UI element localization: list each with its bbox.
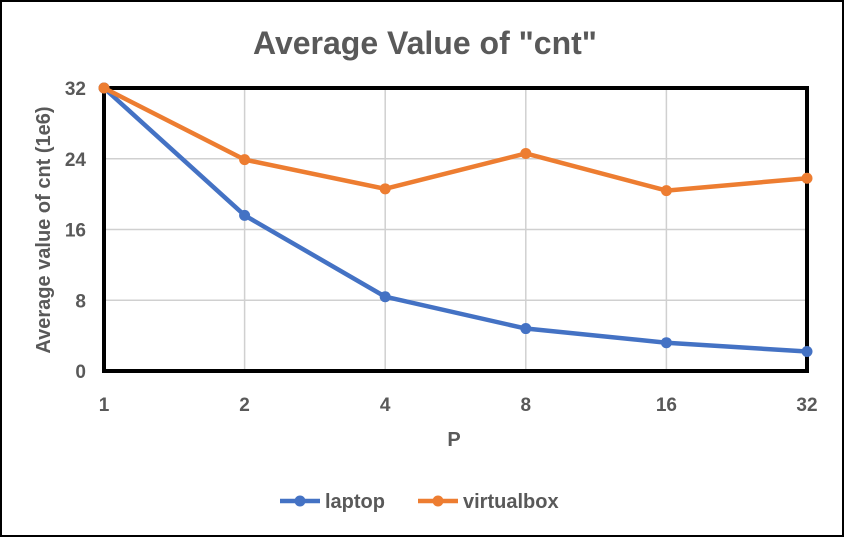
data-point-laptop: [801, 346, 813, 358]
x-tick-label: 16: [656, 395, 677, 416]
legend-marker-laptop: [294, 495, 306, 507]
series-line-laptop: [101, 85, 810, 354]
legend-label-laptop: laptop: [325, 491, 385, 513]
data-point-laptop: [239, 209, 251, 221]
legend: laptop virtualbox: [280, 491, 559, 513]
data-point-laptop: [379, 291, 391, 303]
y-axis-label: Average value of cnt (1e6): [33, 106, 55, 353]
data-point-virtualbox: [239, 154, 251, 166]
data-point-virtualbox: [520, 147, 532, 159]
legend-label-virtualbox: virtualbox: [463, 491, 559, 513]
data-point-virtualbox: [379, 183, 391, 195]
x-tick-label: 32: [796, 395, 817, 416]
y-tick-label: 24: [65, 150, 87, 171]
x-tick-label: 8: [521, 395, 532, 416]
series-line-virtualbox: [101, 85, 810, 193]
y-axis-ticks: 0 8 16 24 32: [65, 79, 87, 383]
chart-title: Average Value of "cnt": [253, 25, 597, 61]
y-tick-label: 8: [75, 291, 86, 312]
x-axis-label: P: [447, 429, 460, 451]
legend-marker-virtualbox: [432, 495, 444, 507]
data-point-laptop: [660, 337, 672, 349]
x-tick-label: 1: [99, 395, 110, 416]
gridlines: [103, 87, 808, 372]
data-point-virtualbox: [660, 185, 672, 197]
plot-area-border: [102, 86, 809, 373]
data-point-virtualbox: [801, 172, 813, 184]
data-point-virtualbox: [98, 82, 110, 94]
x-axis-ticks: 1 2 4 8 16 32: [99, 395, 818, 416]
y-tick-label: 16: [65, 221, 86, 242]
x-tick-label: 4: [380, 395, 391, 416]
series-group: [98, 82, 813, 358]
x-tick-label: 2: [239, 395, 250, 416]
y-tick-label: 32: [65, 79, 86, 100]
y-tick-label: 0: [75, 362, 86, 383]
data-point-laptop: [520, 323, 532, 335]
